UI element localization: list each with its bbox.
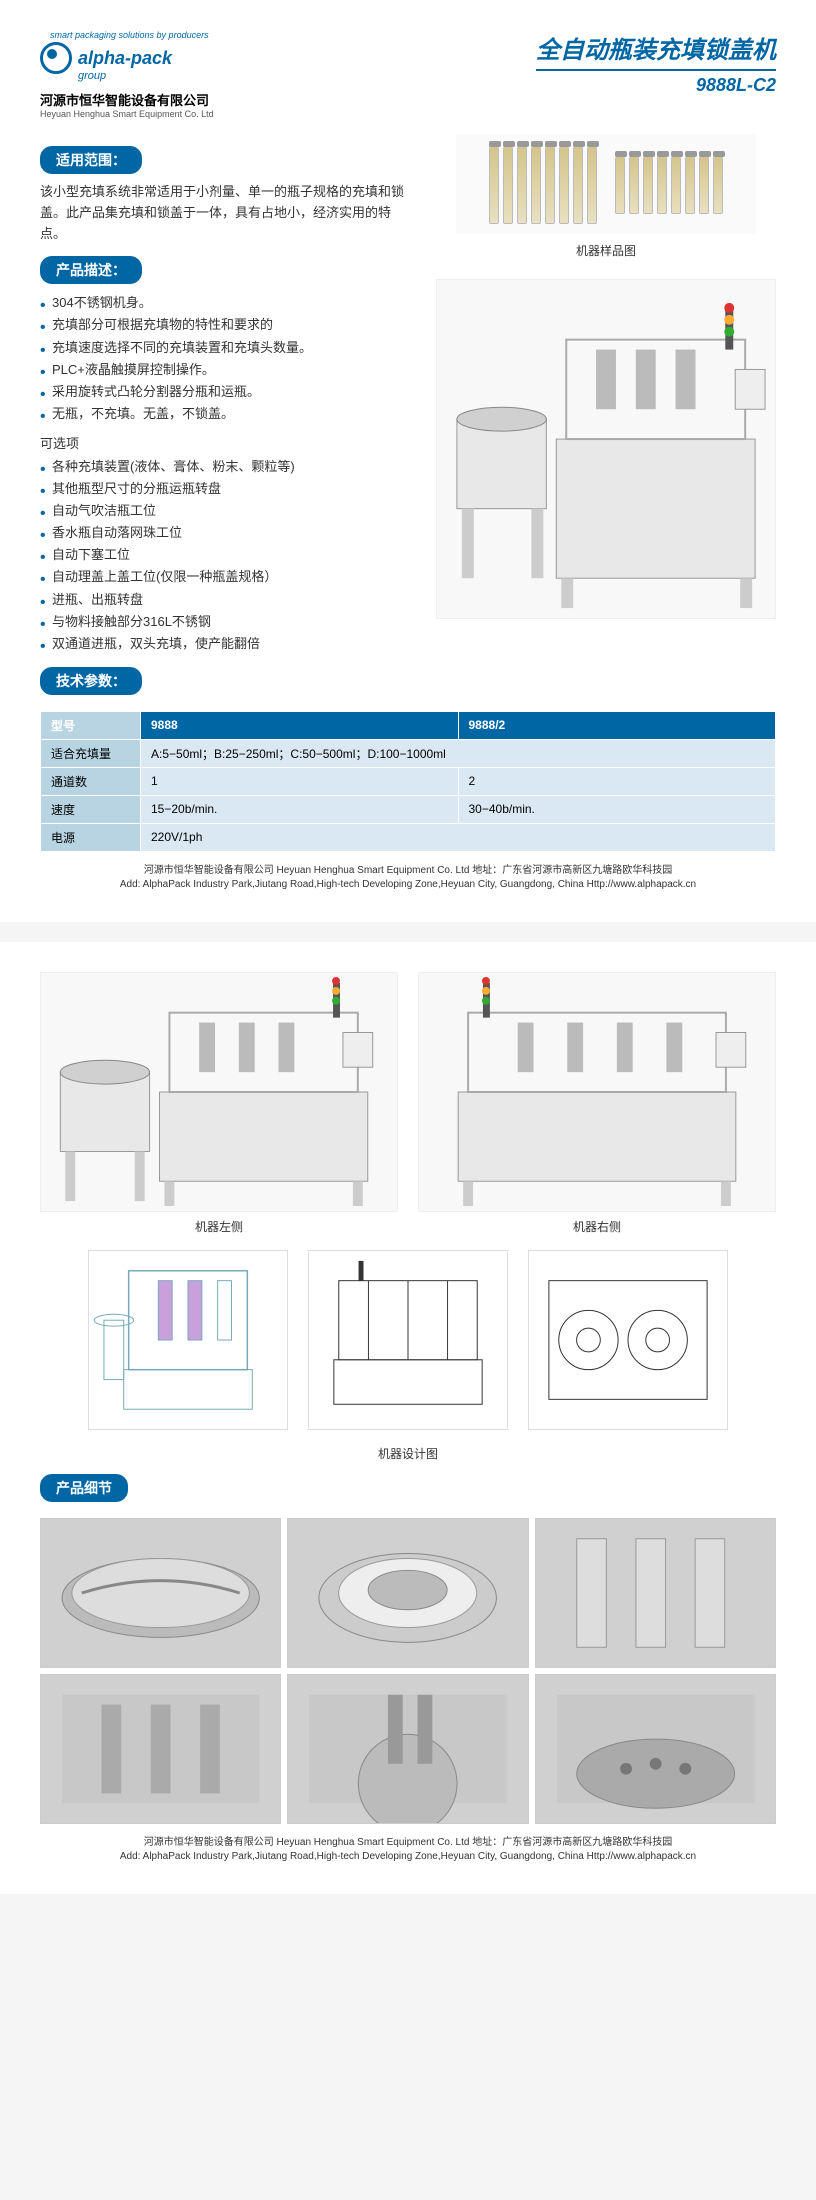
spec-value: 2 [458,767,776,795]
spec-header: 9888/2 [458,711,776,739]
option-heading: 可选项 [40,433,416,452]
machine-illustration [437,280,775,618]
machine-left-cell: 机器左侧 [40,972,398,1235]
option-item: 其他瓶型尺寸的分瓶运瓶转盘 [40,478,416,500]
spec-label: 电源 [41,823,141,851]
page-2: 机器左侧 机器右侧 [0,942,816,1894]
company-name-cn: 河源市恒华智能设备有限公司 [40,90,214,109]
scope-right: 机器样品图 [436,134,776,655]
spec-table: 型号 9888 9888/2 适合充填量 A:5−50ml；B:25−250ml… [40,711,776,852]
design-row [40,1250,776,1430]
machine-views-row: 机器左侧 机器右侧 [40,972,776,1235]
footer: 河源市恒华智能设备有限公司 Heyuan Henghua Smart Equip… [40,864,776,892]
logo-text: alpha-pack [78,48,172,69]
spec-header: 型号 [41,711,141,739]
footer-line2: Add: AlphaPack Industry Park,Jiutang Roa… [40,878,776,892]
spec-header-row: 型号 9888 9888/2 [41,711,776,739]
logo-block: smart packaging solutions by producers a… [40,30,214,119]
option-item: 香水瓶自动落网珠工位 [40,522,416,544]
option-item: 双通道进瓶，双头充填，使产能翻倍 [40,633,416,655]
option-item: 自动下塞工位 [40,544,416,566]
option-list: 各种充填装置(液体、膏体、粉末、颗粒等) 其他瓶型尺寸的分瓶运瓶转盘 自动气吹洁… [40,456,416,655]
desc-item: 充填速度选择不同的充填装置和充填头数量。 [40,337,416,359]
design-side [308,1250,508,1430]
spec-row: 速度 15−20b/min. 30−40b/min. [41,795,776,823]
desc-item: 无瓶，不充填。无盖，不锁盖。 [40,403,416,425]
design-front [88,1250,288,1430]
machine-left-caption: 机器左侧 [40,1218,398,1235]
detail-image-3 [535,1518,776,1668]
details-badge: 产品细节 [40,1474,128,1502]
machine-right-caption: 机器右侧 [418,1218,776,1235]
design-caption: 机器设计图 [40,1445,776,1462]
spec-header: 9888 [141,711,459,739]
spec-value: 1 [141,767,459,795]
spec-row: 适合充填量 A:5−50ml；B:25−250ml；C:50−500ml；D:1… [41,739,776,767]
design-top [528,1250,728,1430]
detail-image-4 [40,1674,281,1824]
header: smart packaging solutions by producers a… [40,30,776,119]
scope-text: 该小型充填系统非常适用于小剂量、单一的瓶子规格的充填和锁盖。此产品集充填和锁盖于… [40,182,416,244]
footer-line1: 河源市恒华智能设备有限公司 Heyuan Henghua Smart Equip… [40,1836,776,1850]
logo-icon [40,42,72,74]
footer-line1: 河源市恒华智能设备有限公司 Heyuan Henghua Smart Equip… [40,864,776,878]
desc-item: 采用旋转式凸轮分割器分瓶和运瓶。 [40,381,416,403]
option-item: 自动理盖上盖工位(仅限一种瓶盖规格） [40,566,416,588]
option-item: 进瓶、出瓶转盘 [40,589,416,611]
spec-value: 30−40b/min. [458,795,776,823]
detail-image-1 [40,1518,281,1668]
main-title: 全自动瓶装充填锁盖机 [536,30,776,71]
machine-main-image [436,279,776,619]
footer-2: 河源市恒华智能设备有限公司 Heyuan Henghua Smart Equip… [40,1836,776,1864]
scope-badge: 适用范围： [40,146,142,174]
desc-item: 充填部分可根据充填物的特性和要求的 [40,314,416,336]
spec-row: 电源 220V/1ph [41,823,776,851]
scope-left: 适用范围： 该小型充填系统非常适用于小剂量、单一的瓶子规格的充填和锁盖。此产品集… [40,134,416,655]
spec-row: 通道数 1 2 [41,767,776,795]
spec-label: 适合充填量 [41,739,141,767]
spec-label: 速度 [41,795,141,823]
scope-row: 适用范围： 该小型充填系统非常适用于小剂量、单一的瓶子规格的充填和锁盖。此产品集… [40,134,776,655]
specs-badge: 技术参数： [40,667,142,695]
desc-badge: 产品描述： [40,256,142,284]
tagline: smart packaging solutions by producers [50,30,214,40]
logo-sub: group [78,70,214,82]
option-item: 与物料接触部分316L不锈钢 [40,611,416,633]
option-item: 自动气吹洁瓶工位 [40,500,416,522]
option-item: 各种充填装置(液体、膏体、粉末、颗粒等) [40,456,416,478]
detail-image-6 [535,1674,776,1824]
desc-item: 304不锈钢机身。 [40,292,416,314]
title-block: 全自动瓶装充填锁盖机 9888L-C2 [536,30,776,96]
spec-value: 15−20b/min. [141,795,459,823]
spec-value: 220V/1ph [141,823,776,851]
sample-caption: 机器样品图 [436,242,776,259]
desc-list: 304不锈钢机身。 充填部分可根据充填物的特性和要求的 充填速度选择不同的充填装… [40,292,416,425]
desc-item: PLC+液晶触摸屏控制操作。 [40,359,416,381]
machine-right-cell: 机器右侧 [418,972,776,1235]
model-number: 9888L-C2 [536,75,776,96]
detail-grid [40,1518,776,1824]
detail-image-5 [287,1674,528,1824]
page-1: smart packaging solutions by producers a… [0,0,816,922]
footer-line2: Add: AlphaPack Industry Park,Jiutang Roa… [40,1850,776,1864]
machine-left-image [40,972,398,1212]
spec-label: 通道数 [41,767,141,795]
detail-image-2 [287,1518,528,1668]
sample-image [456,134,756,234]
machine-right-image [418,972,776,1212]
spec-value: A:5−50ml；B:25−250ml；C:50−500ml；D:100−100… [141,739,776,767]
company-name-en: Heyuan Henghua Smart Equipment Co. Ltd [40,109,214,119]
